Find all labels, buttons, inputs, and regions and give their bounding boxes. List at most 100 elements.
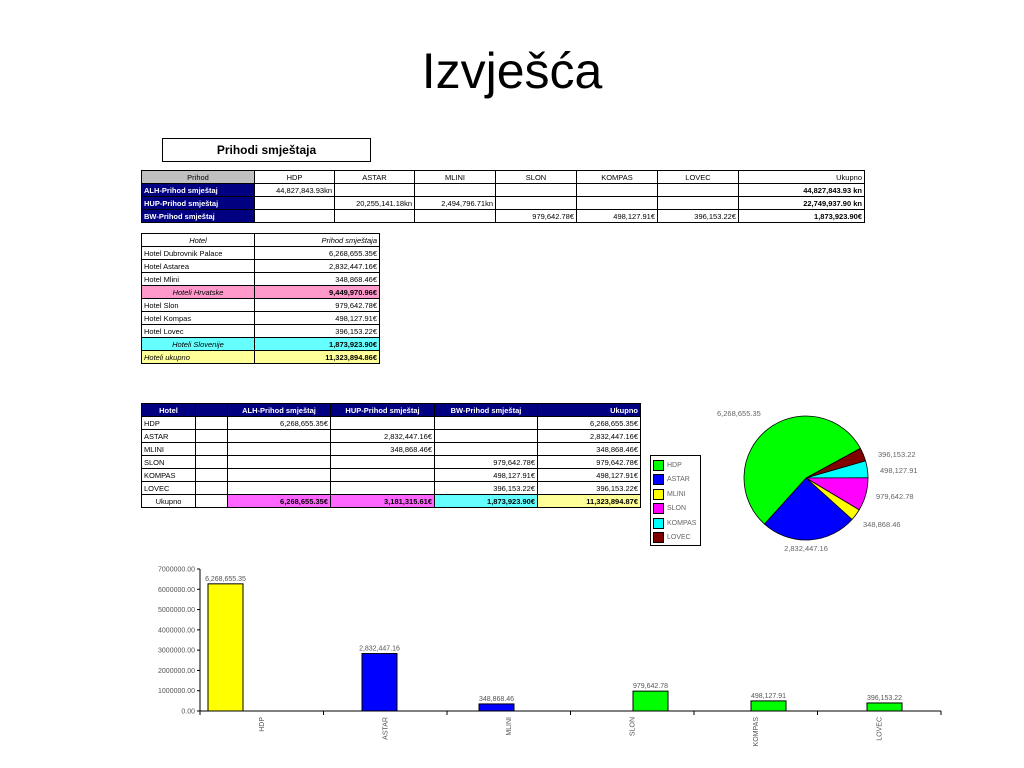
row-label: HUP-Prihod smještaj	[141, 196, 255, 210]
table-cell: 396,153.22€	[657, 209, 739, 223]
table-cell: 2,832,447.16€	[254, 259, 380, 273]
pie-data-label: 979,642.78	[876, 492, 914, 501]
row-label: Ukupno	[141, 494, 196, 508]
table-cell: 348,868.46€	[330, 442, 435, 456]
table-row: ALH-Prihod smještaj 44,827,843.93kn 44,827…	[141, 183, 865, 197]
row-label: LOVEC	[141, 481, 196, 495]
pie-data-label: 6,268,655.35	[717, 409, 761, 418]
table-cell	[227, 455, 331, 469]
bar-data-label: 396,153.22	[867, 695, 902, 702]
table-cell	[195, 429, 228, 443]
table-cell	[330, 481, 435, 495]
y-tick-label: 5000000.00	[158, 607, 195, 614]
column-header	[195, 403, 228, 417]
table-cell: 44,827,843.93 kn	[738, 183, 865, 197]
row-label: Hotel Slon	[141, 298, 255, 312]
table-cell: 979,642.78€	[495, 209, 577, 223]
y-tick-label: 3000000.00	[158, 648, 195, 655]
bar-hdp	[207, 583, 244, 712]
table-cell: 2,832,447.16€	[330, 429, 435, 443]
table-cell	[195, 442, 228, 456]
column-header: MLINI	[414, 170, 496, 184]
table-header-row: Prihod HDP ASTAR MLINI SLON KOMPAS LOVEC Ukupno	[141, 170, 865, 184]
legend-label: LOVEC	[667, 534, 691, 542]
legend-swatch	[653, 517, 664, 529]
legend-swatch	[653, 488, 664, 500]
table-cell	[334, 209, 415, 223]
table-cell	[227, 442, 331, 456]
table-cell: 11,323,894.87€	[537, 494, 641, 508]
table-row: BW-Prihod smještaj 979,642.78€ 498,127.91€…	[141, 209, 865, 223]
x-category-label: ASTAR	[382, 717, 389, 740]
column-header: SLON	[495, 170, 577, 184]
pie-slice-kompas	[805, 460, 869, 479]
table-row: HDP 6,268,655.35€ 6,268,655.35€	[141, 416, 641, 430]
table-header-row: Hotel Prihod smještaja	[141, 233, 380, 247]
row-label: Hoteli Slovenije	[141, 337, 255, 351]
table-cell: 1,873,923.90€	[254, 337, 380, 351]
table-cell: 2,832,447.16€	[537, 429, 641, 443]
table-cell: 396,153.22€	[254, 324, 380, 338]
table-row: Hotel Slon 979,642.78€	[141, 298, 380, 312]
column-header: BW-Prihod smještaj	[434, 403, 538, 417]
table-cell: 6,268,655.35€	[254, 246, 380, 260]
y-tick-label: 7000000.00	[158, 567, 195, 574]
row-label: Hotel Mlini	[141, 272, 255, 286]
y-tick-label: 0.00	[181, 709, 195, 716]
table-cell: 6,268,655.35€	[537, 416, 641, 430]
table-cell	[195, 481, 228, 495]
table-header-row: Hotel ALH-Prihod smještaj HUP-Prihod smješ…	[141, 403, 641, 417]
table-cell: 979,642.78€	[537, 455, 641, 469]
row-label: Hotel Dubrovnik Palace	[141, 246, 255, 260]
table-cell: 498,127.91€	[254, 311, 380, 325]
table-row: Hoteli Hrvatske 9,449,970.96€	[141, 285, 380, 299]
table-row: HUP-Prihod smještaj 20,255,141.18kn 2,494,…	[141, 196, 865, 210]
table-cell	[334, 183, 415, 197]
table-row: Hoteli ukupno 11,323,894.86€	[141, 350, 380, 364]
table-row: Hoteli Slovenije 1,873,923.90€	[141, 337, 380, 351]
table-row: MLINI 348,868.46€ 348,868.46€	[141, 442, 641, 456]
bar-lovec	[866, 702, 903, 712]
table-row: Hotel Astarea 2,832,447.16€	[141, 259, 380, 273]
column-header: HUP-Prihod smještaj	[330, 403, 435, 417]
row-label: MLINI	[141, 442, 196, 456]
table-cell	[434, 429, 538, 443]
legend-swatch	[653, 459, 664, 471]
table-cell: 6,268,655.35€	[227, 416, 331, 430]
y-tick-label: 6000000.00	[158, 587, 195, 594]
legend-item: LOVEC	[651, 531, 700, 546]
row-label: Hoteli Hrvatske	[141, 285, 255, 299]
legend-item: HDP	[651, 458, 700, 473]
column-header: KOMPAS	[576, 170, 658, 184]
table-cell: 348,868.46€	[254, 272, 380, 286]
table-cell: 44,827,843.93kn	[254, 183, 335, 197]
legend-item: SLON	[651, 502, 700, 517]
report-box-title: Prihodi smještaja	[162, 138, 371, 162]
row-label: HDP	[141, 416, 196, 430]
table-cell	[254, 196, 335, 210]
column-header: Prihod smještaja	[254, 233, 380, 247]
pie-slice-slon	[804, 477, 869, 511]
column-header: ALH-Prihod smještaj	[227, 403, 331, 417]
legend-item: MLINI	[651, 487, 700, 502]
pie-slice-lovec	[805, 447, 867, 479]
x-category-label: SLON	[629, 717, 636, 736]
table-row: Hotel Dubrovnik Palace 6,268,655.35€	[141, 246, 380, 260]
table-cell: 498,127.91€	[434, 468, 538, 482]
table-cell	[227, 429, 331, 443]
legend-label: KOMPAS	[667, 519, 697, 527]
table-cell: 22,749,937.90 kn	[738, 196, 865, 210]
pie-slice-astar	[763, 477, 853, 541]
table-cell: 1,873,923.90€	[738, 209, 865, 223]
table-cell: 979,642.78€	[434, 455, 538, 469]
bar-data-label: 979,642.78	[633, 683, 668, 690]
hotel-revenue-table: Hotel Prihod smještaja Hotel Dubrovnik P…	[141, 233, 380, 364]
bar-astar	[361, 653, 398, 712]
table-cell	[495, 196, 577, 210]
bar-data-label: 498,127.91	[751, 693, 786, 700]
legend-item: ASTAR	[651, 473, 700, 488]
table-cell: 396,153.22€	[537, 481, 641, 495]
table-cell	[227, 468, 331, 482]
table-cell: 1,873,923.90€	[434, 494, 538, 508]
table-cell	[495, 183, 577, 197]
